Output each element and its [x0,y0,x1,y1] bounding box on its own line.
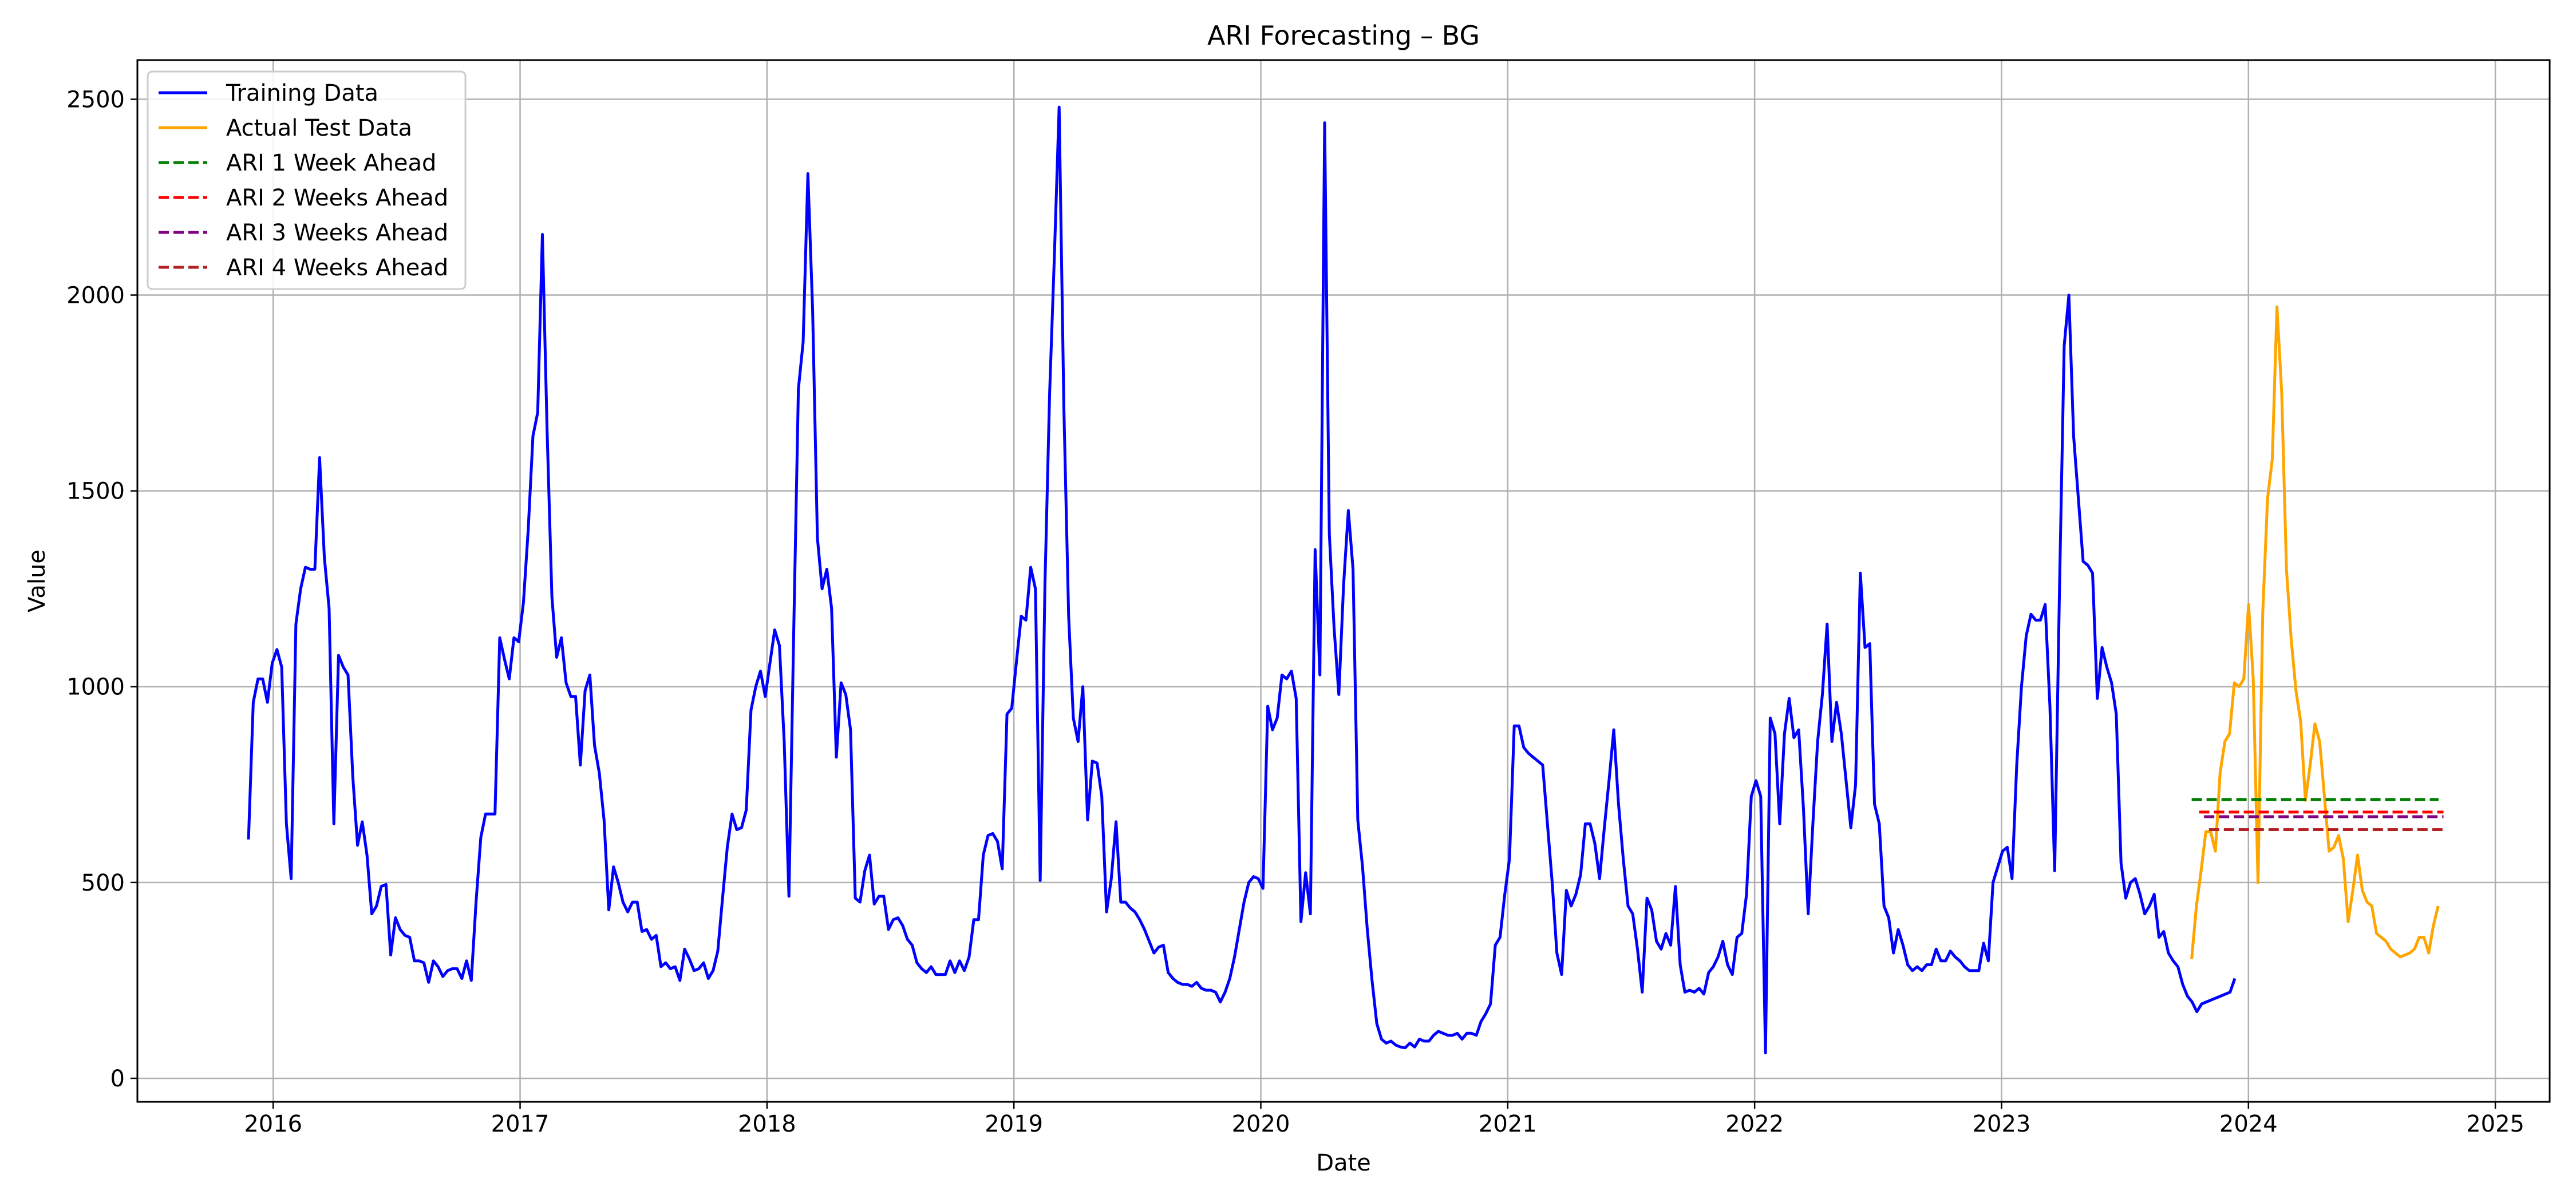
y-axis-ticks: 0 500 1000 1500 2000 2500 [66,86,137,1092]
legend: Training Data Actual Test Data ARI 1 Week … [147,70,467,290]
y-tick-label: 1000 [66,674,125,701]
x-tick-label: 2021 [1479,1111,1537,1137]
x-axis-label: Date [1316,1150,1371,1176]
x-tick-label: 2024 [2219,1111,2278,1137]
x-tick-label: 2019 [985,1111,1043,1137]
x-tick-label: 2017 [491,1111,550,1137]
legend-label: ARI 3 Weeks Ahead [226,220,448,246]
series-layer [247,105,2444,1054]
x-axis-ticks: 2016 2017 2018 2019 2020 2021 2022 2023 2024 2025 [244,1102,2524,1137]
y-axis-label: Value [24,549,50,612]
y-tick-label: 0 [110,1066,125,1092]
series-line [2190,305,2440,959]
x-tick-label: 2020 [1232,1111,1290,1137]
series-line [247,105,2237,1054]
legend-label: ARI 2 Weeks Ahead [226,185,448,211]
legend-label: ARI 1 Week Ahead [226,150,436,176]
legend-items: Training Data Actual Test Data ARI 1 Week … [159,80,448,281]
legend-frame [147,70,467,290]
x-tick-label: 2022 [1725,1111,1784,1137]
x-tick-label: 2018 [738,1111,796,1137]
grid [137,60,2550,1102]
chart-title: ARI Forecasting – BG [1207,20,1480,51]
y-tick-label: 500 [81,870,125,896]
x-tick-label: 2016 [244,1111,302,1137]
legend-label: Actual Test Data [226,115,412,141]
x-tick-label: 2023 [1973,1111,2031,1137]
legend-label: ARI 4 Weeks Ahead [226,255,448,281]
legend-label: Training Data [226,80,378,106]
y-tick-label: 2500 [66,86,125,113]
y-tick-label: 2000 [66,283,125,309]
x-tick-label: 2025 [2466,1111,2524,1137]
y-tick-label: 1500 [66,479,125,505]
plot-area-frame [136,59,2551,1103]
